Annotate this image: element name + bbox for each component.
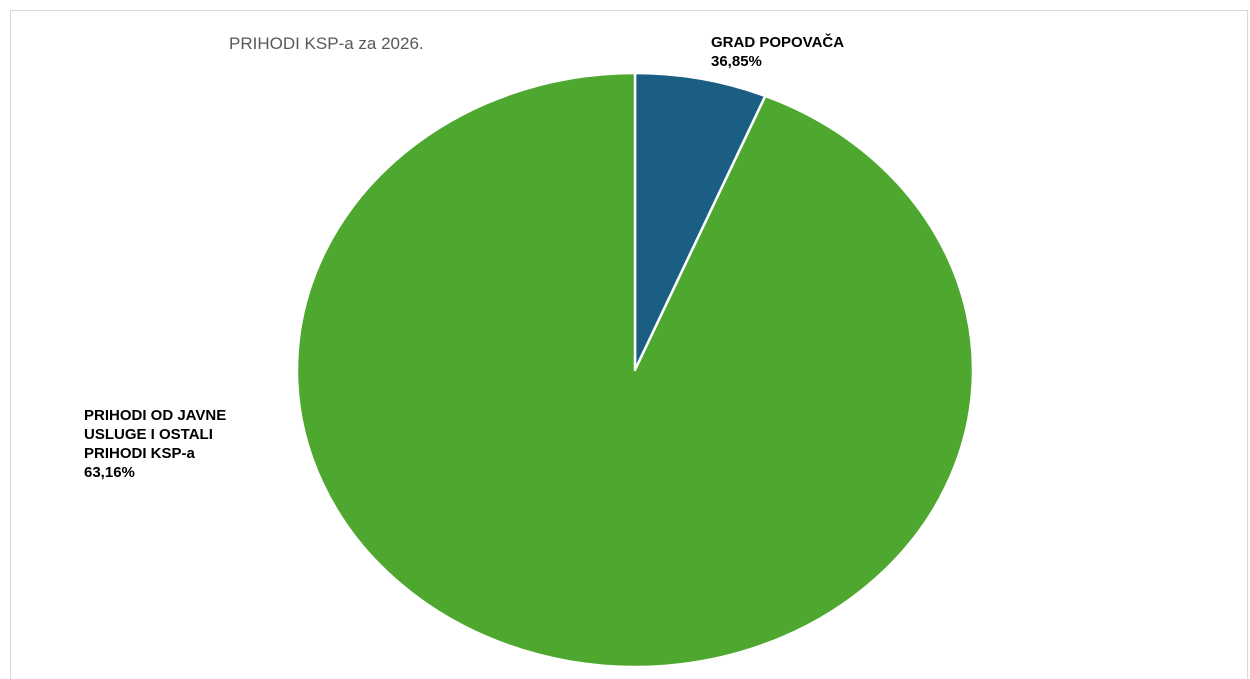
data-label-prihodi-value: 63,16% (84, 464, 135, 481)
data-label-grad-popovaca-name: GRAD POPOVAČA (711, 34, 845, 51)
chart-title: PRIHODI KSP-a za 2026. (229, 34, 424, 53)
data-label-grad-popovaca-value: 36,85% (711, 53, 762, 70)
pie-slice-prihodi-javne-usluge (295, 71, 975, 669)
data-label-prihodi-line-2: USLUGE I OSTALI (84, 426, 213, 443)
data-label-prihodi-line-1: PRIHODI OD JAVNE (84, 407, 227, 424)
data-label-prihodi-line-3: PRIHODI KSP-a (84, 445, 195, 462)
data-label-grad-popovaca: GRAD POPOVAČA 36,85% (711, 33, 844, 71)
data-label-prihodi-javne-usluge: PRIHODI OD JAVNE USLUGE I OSTALI PRIHODI… (84, 406, 284, 482)
pie-slice-grad-popovaca (633, 71, 767, 372)
